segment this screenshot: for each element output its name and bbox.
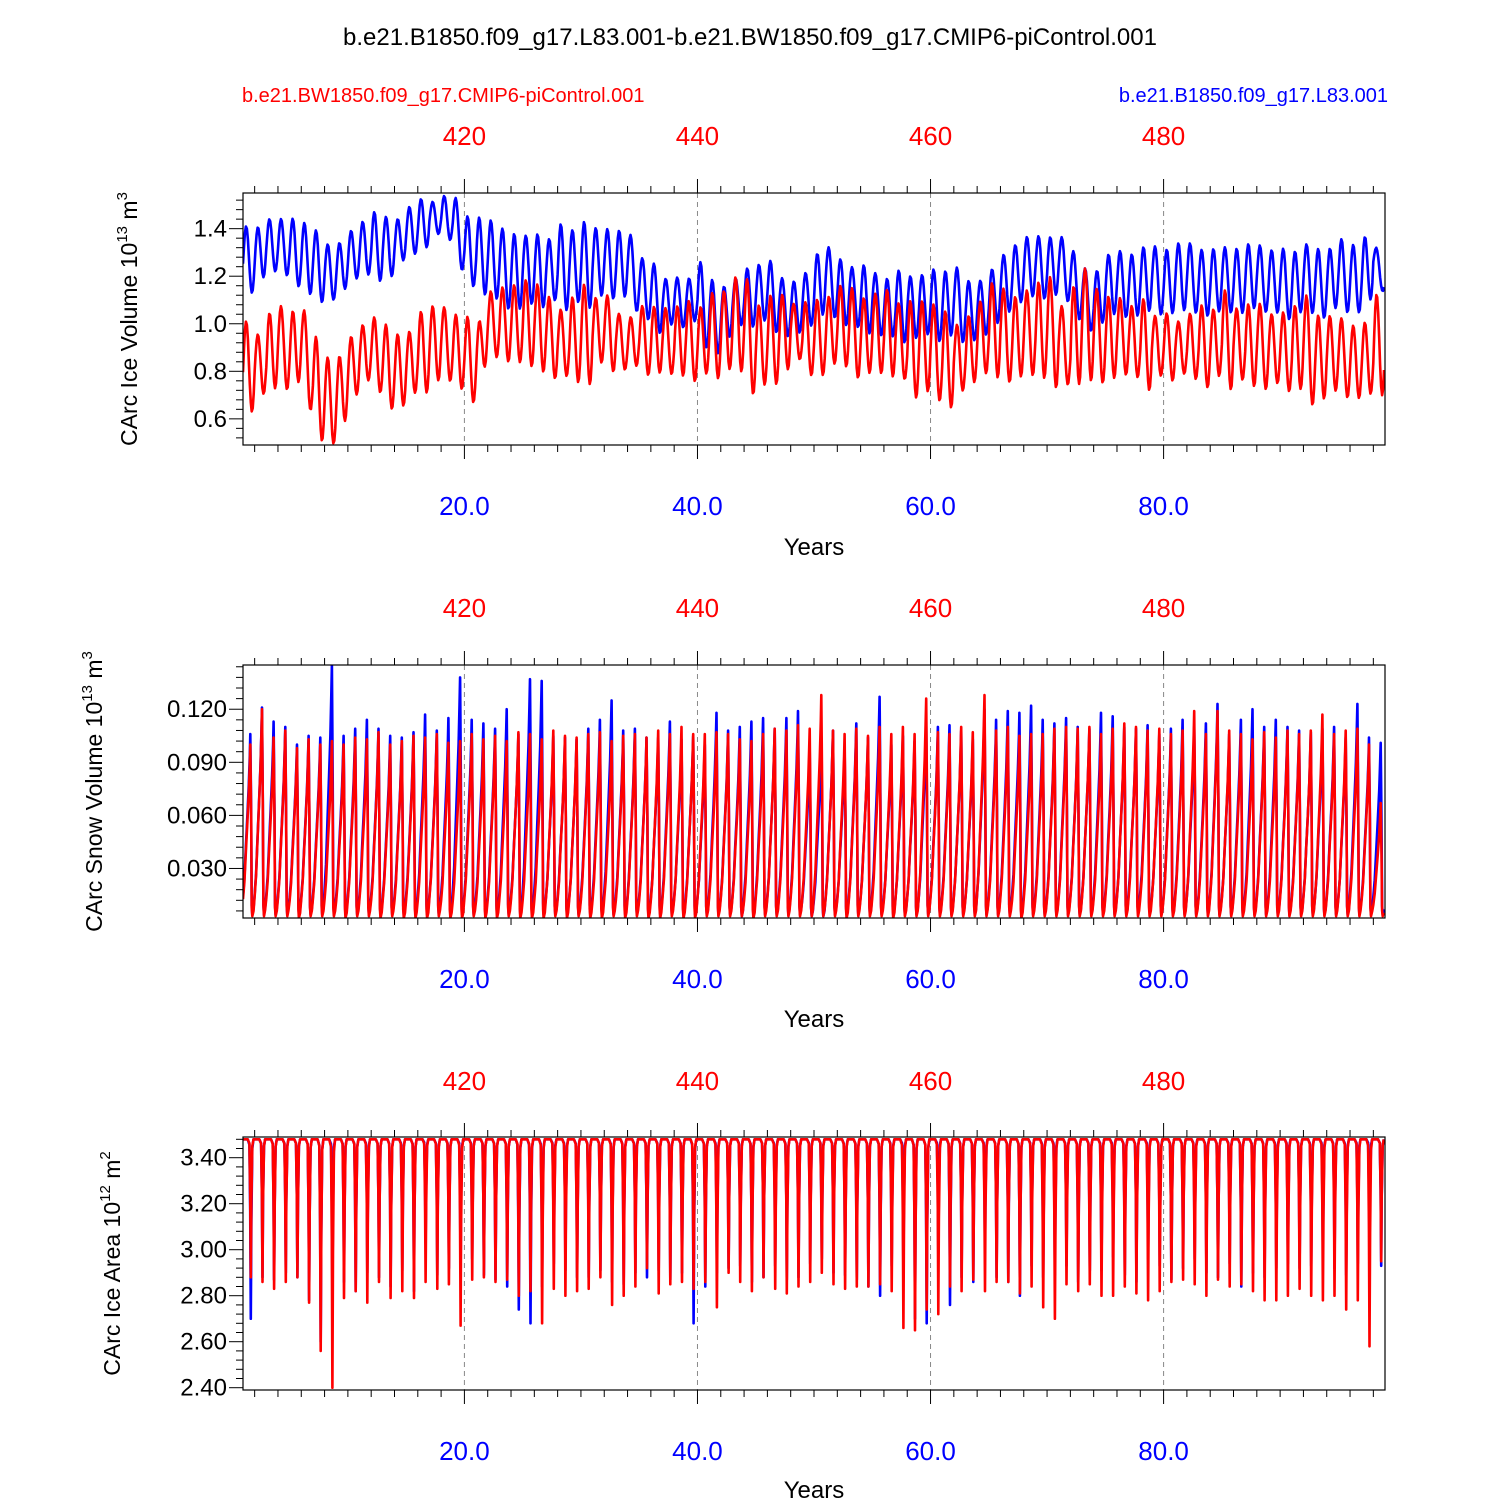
y-tick-label: 0.030 xyxy=(167,855,227,882)
x-top-tick-label: 480 xyxy=(1142,121,1185,151)
y-tick-label: 3.20 xyxy=(180,1191,227,1218)
y-axis-label-text: CArc Snow Volume 10 xyxy=(81,702,107,932)
x-bottom-tick-label: 60.0 xyxy=(905,1436,956,1466)
y-tick-label: 1.0 xyxy=(194,311,227,338)
x-bottom-tick-label: 40.0 xyxy=(672,964,723,994)
y-tick-label: 1.2 xyxy=(194,263,227,290)
x-top-tick-label: 480 xyxy=(1142,1066,1185,1096)
x-bottom-tick-label: 80.0 xyxy=(1138,1436,1189,1466)
y-axis-label-unit-exponent: 3 xyxy=(114,192,131,200)
y-axis-label-text: CArc Ice Volume 10 xyxy=(116,243,142,446)
x-bottom-tick-label: 20.0 xyxy=(439,1436,490,1466)
x-top-tick-label: 440 xyxy=(676,593,719,623)
y-tick-label: 3.00 xyxy=(180,1237,227,1264)
x-axis-label: Years xyxy=(784,1477,845,1500)
x-top-tick-label: 480 xyxy=(1142,593,1185,623)
y-tick-label: 2.60 xyxy=(180,1329,227,1356)
y-axis-label-unit-exponent: 2 xyxy=(97,1151,114,1159)
y-axis-label: CArc Snow Volume 1013 m3 xyxy=(79,651,107,932)
y-axis-label-unit-exponent: 3 xyxy=(79,651,96,659)
x-axis-label: Years xyxy=(784,1006,845,1033)
y-axis-label-unit: m xyxy=(81,659,107,685)
x-top-tick-label: 420 xyxy=(443,1066,486,1096)
x-bottom-tick-label: 80.0 xyxy=(1138,964,1189,994)
x-bottom-tick-label: 40.0 xyxy=(672,1436,723,1466)
y-axis-label-text: CArc Ice Area 10 xyxy=(99,1202,125,1376)
y-axis-label: CArc Ice Area 1012 m2 xyxy=(97,1151,125,1375)
x-axis-label: Years xyxy=(784,534,845,561)
y-tick-label: 0.6 xyxy=(194,406,227,433)
legend-left-label: b.e21.BW1850.f09_g17.CMIP6-piControl.001 xyxy=(242,85,644,107)
y-axis-label-exponent: 12 xyxy=(97,1185,114,1202)
x-top-tick-label: 440 xyxy=(676,121,719,151)
panel-ice-area: 3.40 3.20 3.00 2.80 2.60 2.40 20.0 40.0 60.0 80.0… xyxy=(97,1066,1386,1500)
y-tick-label: 1.4 xyxy=(194,216,227,243)
x-bottom-tick-label: 80.0 xyxy=(1138,491,1189,521)
x-bottom-tick-label: 20.0 xyxy=(439,964,490,994)
series-line-red xyxy=(243,693,1385,918)
y-tick-label: 3.40 xyxy=(180,1145,227,1172)
legend-right-label: b.e21.B1850.f09_g17.L83.001 xyxy=(1119,85,1388,107)
panel-ice-volume: 1.4 1.2 1.0 0.8 0.6 20.0 40.0 60.0 80.0 420 440 460… xyxy=(114,121,1386,561)
x-top-tick-label: 460 xyxy=(909,1066,952,1096)
y-tick-label: 0.090 xyxy=(167,749,227,776)
series-line-red xyxy=(243,1138,1385,1389)
y-tick-label: 2.40 xyxy=(180,1375,227,1402)
y-tick-label: 0.8 xyxy=(194,358,227,385)
x-top-tick-label: 460 xyxy=(909,121,952,151)
y-axis-label: CArc Ice Volume 1013 m3 xyxy=(114,192,142,446)
figure-title: b.e21.B1850.f09_g17.L83.001-b.e21.BW1850… xyxy=(343,24,1157,51)
y-tick-label: 0.060 xyxy=(167,802,227,829)
x-top-tick-label: 460 xyxy=(909,593,952,623)
x-top-tick-label: 440 xyxy=(676,1066,719,1096)
series-line-red xyxy=(243,267,1385,445)
x-bottom-tick-label: 20.0 xyxy=(439,491,490,521)
panel-snow-volume: 0.120 0.090 0.060 0.030 20.0 40.0 60.0 80.0 420 4… xyxy=(79,593,1386,1033)
x-top-tick-label: 420 xyxy=(443,121,486,151)
x-bottom-tick-label: 60.0 xyxy=(905,964,956,994)
x-top-tick-label: 420 xyxy=(443,593,486,623)
y-tick-label: 2.80 xyxy=(180,1283,227,1310)
y-axis-label-unit: m xyxy=(99,1160,125,1186)
series-line-blue xyxy=(243,194,1385,355)
x-bottom-tick-label: 60.0 xyxy=(905,491,956,521)
y-tick-label: 0.120 xyxy=(167,696,227,723)
y-axis-label-exponent: 13 xyxy=(79,685,96,702)
y-axis-label-exponent: 13 xyxy=(114,226,131,243)
x-bottom-tick-label: 40.0 xyxy=(672,491,723,521)
y-axis-label-unit: m xyxy=(116,200,142,226)
